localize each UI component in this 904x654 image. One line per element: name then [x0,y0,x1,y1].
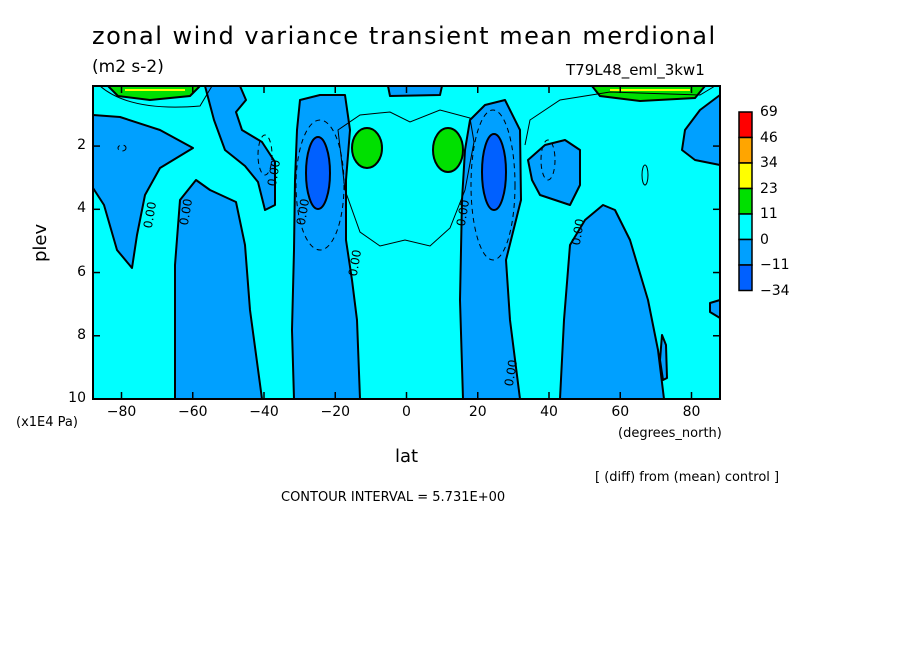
x-tick-label: −80 [106,404,137,420]
y-tick-label: 8 [77,326,86,343]
colorbar-swatch [738,162,753,190]
dashed-contour-80s [117,144,127,152]
x-tick-label: 0 [402,404,411,420]
colorbar-label: −34 [760,282,790,299]
x-axis-units: (degrees_north) [618,426,722,441]
x-tick-label: 60 [611,404,630,420]
colorbar-label: 23 [760,180,778,197]
thin-contour-top-right [524,85,716,146]
dashed-contour-45n [540,139,556,181]
colorbar-swatch [738,264,753,292]
min-region-25n [481,133,507,211]
neg-region-top-center [387,85,443,97]
colorbar-label: 0 [760,231,769,248]
neg-sliver-70n [659,334,668,381]
colorbar-label: 11 [760,206,778,222]
thin-contour-top-left [99,85,213,108]
y-axis-units: (x1E4 Pa) [16,415,78,430]
colorbar-label: 46 [760,129,778,146]
x-tick-label: 40 [540,404,558,420]
footer-note: [ (diff) from (mean) control ] [595,470,780,485]
colorbar-swatch [738,187,753,215]
x-axis-label: lat [395,446,419,467]
thin-contour-small [641,164,649,186]
axis-ticks [93,86,720,400]
dashed-contour-25n [470,109,516,261]
y-tick-label: 10 [68,390,86,406]
neg-region-45s-upper [204,85,276,211]
chart-title: zonal wind variance transient mean merdi… [92,22,717,50]
x-tick-label: −20 [320,404,351,420]
colorbar-label: −11 [760,257,790,273]
neg-region-left [92,114,194,269]
colorbar-swatch [738,238,753,266]
pos-region-15s [351,127,383,169]
units-label: (m2 s-2) [92,57,164,77]
colorbar-label: 69 [760,104,778,120]
y-tick-label: 2 [77,137,86,154]
neg-region-60s [174,179,263,400]
y-axis-label: plev [30,223,51,262]
x-tick-label: 80 [682,404,701,420]
dashed-contour-45s [257,134,273,176]
contour-interval: CONTOUR INTERVAL = 5.731E+00 [281,490,506,505]
colorbar-swatch [738,111,753,139]
thin-contour-center [337,109,475,247]
run-label: T79L48_eml_3kw1 [566,61,705,79]
x-tick-label: 20 [468,404,487,420]
colorbar-label: 34 [760,155,778,171]
x-tick-label: −60 [177,404,208,420]
x-tick-label: −40 [249,404,279,420]
min-region-25s [305,136,331,210]
y-tick-label: 6 [77,263,86,280]
dashed-contour-25s [295,119,345,251]
neg-region-55n [559,204,665,400]
y-tick-label: 4 [77,200,86,217]
colorbar-swatch [738,213,753,241]
colorbar-swatch [738,136,753,164]
colorbar [738,111,753,292]
pos-region-10n [432,127,464,173]
